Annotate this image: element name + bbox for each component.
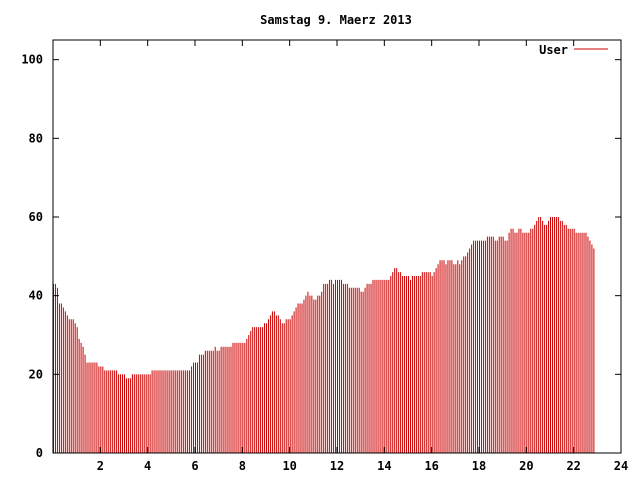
y-tick-label: 60 — [29, 210, 43, 224]
x-tick-label: 8 — [239, 459, 246, 473]
x-tick-label: 6 — [191, 459, 198, 473]
y-tick-label: 100 — [21, 53, 43, 67]
legend: User — [539, 43, 608, 57]
y-tick-label: 0 — [36, 446, 43, 460]
bars-layer — [53, 217, 595, 453]
x-tick-label: 4 — [144, 459, 151, 473]
x-tick-label: 18 — [472, 459, 486, 473]
y-tick-label: 80 — [29, 131, 43, 145]
y-tick-label: 20 — [29, 367, 43, 381]
plot-frame — [52, 39, 622, 454]
x-tick-label: 2 — [97, 459, 104, 473]
x-tick-label: 24 — [614, 459, 628, 473]
x-tick-label: 16 — [424, 459, 438, 473]
x-tick-label: 14 — [377, 459, 391, 473]
y-tick-label: 40 — [29, 289, 43, 303]
x-tick-label: 12 — [330, 459, 344, 473]
x-tick-label: 20 — [519, 459, 533, 473]
chart-title: Samstag 9. Maerz 2013 — [260, 13, 412, 27]
x-tick-label: 10 — [282, 459, 296, 473]
legend-label: User — [539, 43, 568, 57]
x-tick-label: 22 — [566, 459, 580, 473]
